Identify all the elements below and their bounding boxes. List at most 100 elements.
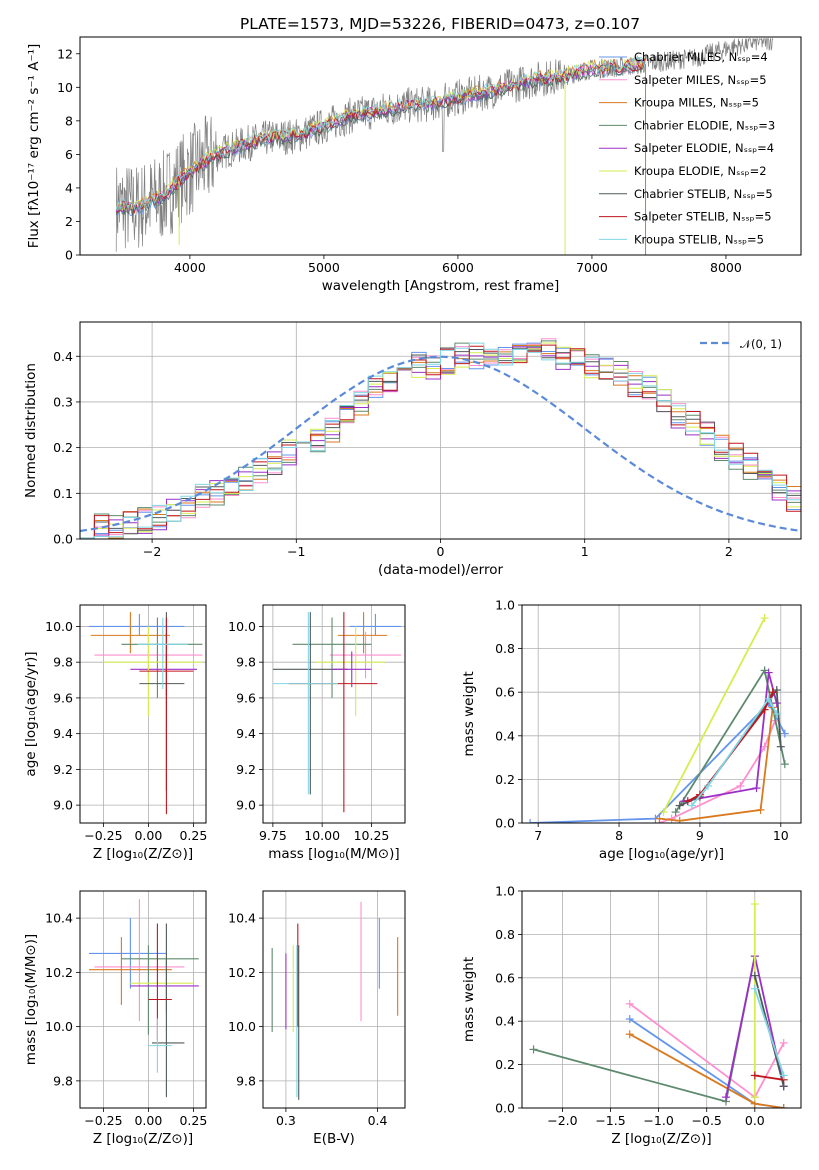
axes-frame xyxy=(79,36,802,256)
plot-area xyxy=(272,612,402,813)
chart-panel-2: −0.25 0.00 0.25 9.0 9.2 9.4 9.6 9.8 10.0 Z [log₁₀… xyxy=(23,604,207,862)
x-tick-label: 8000 xyxy=(710,260,742,275)
y-tick-label: 9.0 xyxy=(236,798,256,813)
weight-line-chabrier_miles xyxy=(530,701,786,823)
y-tick-label: 10.2 xyxy=(228,965,256,980)
y-tick-label: 0.2 xyxy=(495,772,515,787)
spectrum-data-line xyxy=(115,37,774,252)
x-tick-label: 6000 xyxy=(442,260,474,275)
residual-histogram-kroupa_stelib xyxy=(80,342,801,539)
x-tick-label: 9 xyxy=(696,828,704,843)
axes-overlay: 7 8 9 10 0.0 0.2 0.4 0.6 0.8 1.0 age [log₁₀(age/yr… xyxy=(461,598,802,862)
y-tick-label: 0.3 xyxy=(53,394,73,409)
y-tick-label: 9.2 xyxy=(236,762,256,777)
x-tick-label: 7 xyxy=(534,828,542,843)
y-tick-label: 9.8 xyxy=(236,655,256,670)
y-tick-label: 10.0 xyxy=(228,1019,256,1034)
y-tick-label: 0.4 xyxy=(495,728,515,743)
x-tick-label: 10 xyxy=(773,828,789,843)
axes-overlay: 0.3 0.4 9.8 10.0 10.2 10.4 E(B-V) xyxy=(228,890,406,1147)
y-tick-label: 9.8 xyxy=(53,1073,73,1088)
legend-label-salpeter_miles: Salpeter MILES, Nₛₛₚ=5 xyxy=(634,73,767,87)
x-tick-label: −1 xyxy=(287,544,305,559)
x-tick-label: 4000 xyxy=(174,260,206,275)
model-spectrum-kroupa_stelib xyxy=(115,56,646,211)
x-tick-label: −2 xyxy=(143,544,161,559)
y-tick-label: 0.2 xyxy=(495,1057,515,1072)
y-tick-label: 9.2 xyxy=(53,762,73,777)
plot-area xyxy=(526,614,789,823)
figure-title: PLATE=1573, MJD=53226, FIBERID=0473, z=0… xyxy=(240,15,640,33)
y-axis-label: mass weight xyxy=(461,957,477,1042)
y-tick-label: 0.2 xyxy=(53,440,73,455)
x-axis-label: wavelength [Angstrom, rest frame] xyxy=(322,278,560,294)
plot-area xyxy=(271,901,399,1100)
y-tick-label: 6 xyxy=(65,147,73,162)
y-tick-label: 10.2 xyxy=(45,965,73,980)
x-axis-label: age [log₁₀(age/yr)] xyxy=(599,846,724,862)
y-tick-label: 9.6 xyxy=(236,690,256,705)
x-axis-label: Z [log₁₀(Z/Z⊙)] xyxy=(611,1131,711,1147)
x-axis-label: Z [log₁₀(Z/Z⊙)] xyxy=(93,846,193,862)
y-tick-label: 0.1 xyxy=(53,486,73,501)
axes-overlay: −0.25 0.00 0.25 9.0 9.2 9.4 9.6 9.8 10.0 Z [log₁₀… xyxy=(23,604,207,862)
y-tick-label: 1.0 xyxy=(495,598,515,613)
y-tick-label: 9.0 xyxy=(53,798,73,813)
x-tick-label: −1.5 xyxy=(595,1113,625,1128)
chart-panel-1: −2 −1 0 1 2 0.0 0.1 0.2 0.3 0.4 (data-model)/error… xyxy=(23,321,802,578)
x-tick-label: 0.25 xyxy=(179,828,207,843)
y-tick-label: 9.4 xyxy=(53,726,73,741)
x-tick-label: 1 xyxy=(581,544,589,559)
x-axis-label: mass [log₁₀(M/M⊙)] xyxy=(268,846,399,862)
y-axis-label: age [log₁₀(age/yr)] xyxy=(23,651,39,776)
x-tick-label: −0.25 xyxy=(84,828,122,843)
y-tick-label: 8 xyxy=(65,113,73,128)
legend-label-kroupa_stelib: Kroupa STELIB, Nₛₛₚ=5 xyxy=(634,232,764,246)
axes-frame xyxy=(262,604,406,824)
y-axis-label: mass weight xyxy=(461,671,477,756)
y-tick-label: 9.8 xyxy=(53,655,73,670)
weight-line-kroupa_stelib xyxy=(691,696,778,807)
model-spectrum-chabrier_stelib xyxy=(115,61,646,216)
y-axis-label: Normed distribution xyxy=(23,363,39,498)
y-tick-label: 0 xyxy=(65,248,73,263)
x-tick-label: 10.25 xyxy=(354,828,390,843)
y-tick-label: 10 xyxy=(57,80,73,95)
x-axis-label: Z [log₁₀(Z/Z⊙)] xyxy=(93,1131,193,1147)
plot-area xyxy=(89,899,199,1098)
spectrum-legend: Chabrier MILES, Nₛₛₚ=4 Salpeter MILES, Nₛ… xyxy=(599,50,775,246)
x-tick-label: 7000 xyxy=(576,260,608,275)
legend-label-salpeter_stelib: Salpeter STELIB, Nₛₛₚ=5 xyxy=(634,210,772,224)
plot-area xyxy=(80,338,801,539)
x-axis-label: (data-model)/error xyxy=(378,562,504,578)
y-axis-label: Flux [fλ10⁻¹⁷ erg cm⁻² s⁻¹ A⁻¹] xyxy=(26,44,42,249)
legend-label-chabrier_miles: Chabrier MILES, Nₛₛₚ=4 xyxy=(634,50,768,64)
y-tick-label: 9.6 xyxy=(53,690,73,705)
x-tick-label: −0.5 xyxy=(692,1113,722,1128)
y-tick-label: 12 xyxy=(57,46,73,61)
x-tick-label: −0.25 xyxy=(84,1113,122,1128)
legend-label-gaussian: 𝒩(0, 1) xyxy=(740,337,782,351)
y-tick-label: 10.4 xyxy=(228,911,256,926)
y-tick-label: 0.8 xyxy=(495,927,515,942)
x-tick-label: 2 xyxy=(725,544,733,559)
y-tick-label: 0.8 xyxy=(495,641,515,656)
model-spectrum-salpeter_elodie xyxy=(115,59,646,213)
y-tick-label: 10.0 xyxy=(45,619,73,634)
x-tick-label: 10.00 xyxy=(304,828,340,843)
x-axis-label: E(B-V) xyxy=(313,1131,355,1147)
histogram-legend: 𝒩(0, 1) xyxy=(700,337,782,351)
legend-label-kroupa_elodie: Kroupa ELODIE, Nₛₛₚ=2 xyxy=(634,164,767,178)
legend-label-chabrier_stelib: Chabrier STELIB, Nₛₛₚ=5 xyxy=(634,187,773,201)
weight-line-salpeter_stelib xyxy=(754,1074,784,1081)
x-tick-label: 0.00 xyxy=(134,828,162,843)
x-tick-label: 0.3 xyxy=(276,1113,296,1128)
y-tick-label: 4 xyxy=(65,180,73,195)
y-tick-label: 0.4 xyxy=(495,1014,515,1029)
y-tick-label: 0.0 xyxy=(495,1101,515,1116)
y-tick-label: 10.0 xyxy=(228,619,256,634)
y-tick-label: 10.4 xyxy=(45,911,73,926)
x-tick-label: 8 xyxy=(615,828,623,843)
y-tick-label: 0.0 xyxy=(53,532,73,547)
axes-frame xyxy=(521,604,802,824)
